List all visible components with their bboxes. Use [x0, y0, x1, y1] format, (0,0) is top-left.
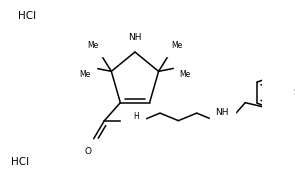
Text: S: S: [293, 88, 295, 97]
Text: H: H: [133, 112, 139, 121]
Text: O: O: [85, 147, 92, 156]
Text: Me: Me: [180, 70, 191, 78]
Text: Me: Me: [87, 41, 98, 50]
Text: HCl: HCl: [18, 11, 36, 21]
Text: NH: NH: [128, 33, 142, 42]
Text: Me: Me: [79, 70, 90, 78]
Text: HCl: HCl: [11, 157, 29, 167]
Text: N: N: [127, 116, 134, 125]
Text: Me: Me: [172, 41, 183, 50]
Text: NH: NH: [215, 108, 229, 117]
